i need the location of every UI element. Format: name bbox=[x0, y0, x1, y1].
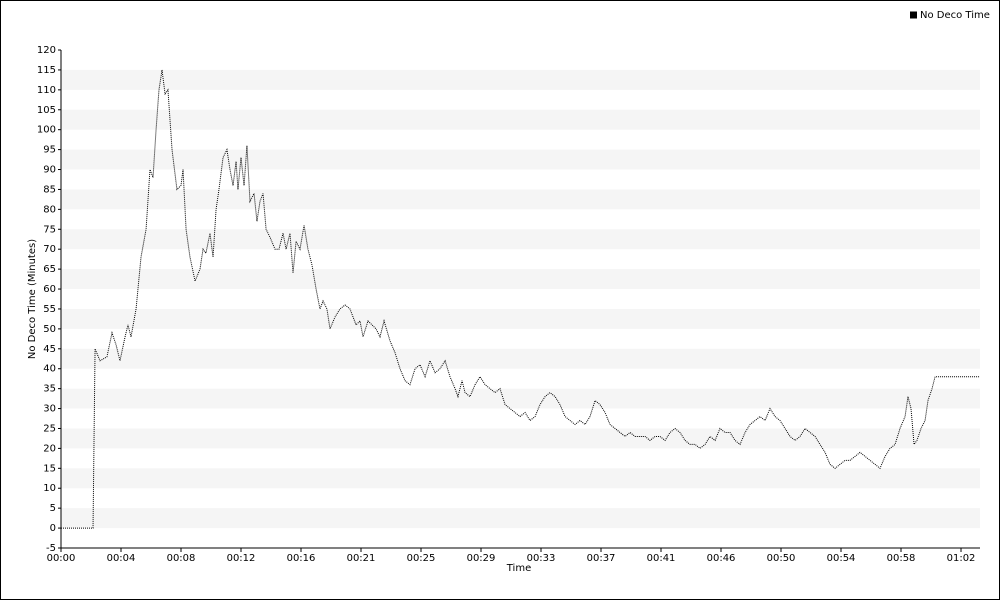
y-tick-label: 115 bbox=[37, 65, 56, 76]
data-line bbox=[61, 69, 980, 529]
y-tick-label: 45 bbox=[43, 344, 56, 355]
y-tick-label: 100 bbox=[37, 125, 56, 136]
y-tick-label: 105 bbox=[37, 105, 56, 116]
x-tick-label: 01:02 bbox=[947, 553, 976, 564]
y-tick-label: 90 bbox=[43, 165, 56, 176]
y-tick-label: 30 bbox=[43, 404, 56, 415]
x-tick-label: 00:00 bbox=[47, 553, 76, 564]
y-tick-label: 110 bbox=[37, 85, 56, 96]
grid-band bbox=[61, 428, 980, 449]
x-axis-label: Time bbox=[506, 563, 531, 574]
grid-band bbox=[61, 468, 980, 489]
grid-band bbox=[61, 229, 980, 250]
x-tick-label: 00:21 bbox=[347, 553, 376, 564]
bands bbox=[61, 69, 980, 529]
x-tick-label: 00:46 bbox=[707, 553, 736, 564]
y-tick-label: 35 bbox=[43, 384, 56, 395]
y-tick-label: 40 bbox=[43, 364, 56, 375]
y-tick-label: 0 bbox=[50, 523, 56, 534]
legend-label: No Deco Time bbox=[920, 10, 990, 21]
y-tick-label: 60 bbox=[43, 284, 56, 295]
y-tick-label: 80 bbox=[43, 204, 56, 215]
y-tick-label: 20 bbox=[43, 443, 56, 454]
y-tick-label: 65 bbox=[43, 264, 56, 275]
y-tick-label: 10 bbox=[43, 483, 56, 494]
y-axis-label: No Deco Time (Minutes) bbox=[27, 239, 38, 359]
y-tick-label: 120 bbox=[37, 45, 56, 56]
x-tick-label: 00:04 bbox=[107, 553, 136, 564]
grid-band bbox=[61, 189, 980, 210]
x-tick-label: 00:41 bbox=[647, 553, 676, 564]
x-tick-label: 00:58 bbox=[887, 553, 916, 564]
x-tick-label: 00:08 bbox=[167, 553, 196, 564]
x-tick-label: 00:25 bbox=[407, 553, 436, 564]
grid-band bbox=[61, 508, 980, 529]
y-tick-label: 50 bbox=[43, 324, 56, 335]
grid-band bbox=[61, 308, 980, 329]
y-tick-label: 75 bbox=[43, 224, 56, 235]
x-tick-label: 00:37 bbox=[587, 553, 616, 564]
y-tick-label: -5 bbox=[46, 543, 56, 554]
grid-band bbox=[61, 269, 980, 290]
x-tick-label: 00:12 bbox=[227, 553, 256, 564]
y-tick-label: 95 bbox=[43, 145, 56, 156]
x-tick-label: 00:54 bbox=[827, 553, 856, 564]
x-tick-label: 00:16 bbox=[287, 553, 316, 564]
y-tick-label: 85 bbox=[43, 184, 56, 195]
grid-band bbox=[61, 109, 980, 130]
x-tick-label: 00:33 bbox=[527, 553, 556, 564]
y-tick-label: 55 bbox=[43, 304, 56, 315]
legend-swatch bbox=[910, 11, 917, 19]
grid-band bbox=[61, 348, 980, 369]
grid-band bbox=[61, 69, 980, 90]
grid-band bbox=[61, 388, 980, 409]
y-tick-label: 15 bbox=[43, 463, 56, 474]
y-tick-label: 5 bbox=[50, 503, 56, 514]
x-tick-label: 00:50 bbox=[767, 553, 796, 564]
x-tick-label: 00:29 bbox=[467, 553, 496, 564]
grid-band bbox=[61, 149, 980, 170]
y-tick-label: 70 bbox=[43, 244, 56, 255]
y-tick-label: 25 bbox=[43, 423, 56, 434]
